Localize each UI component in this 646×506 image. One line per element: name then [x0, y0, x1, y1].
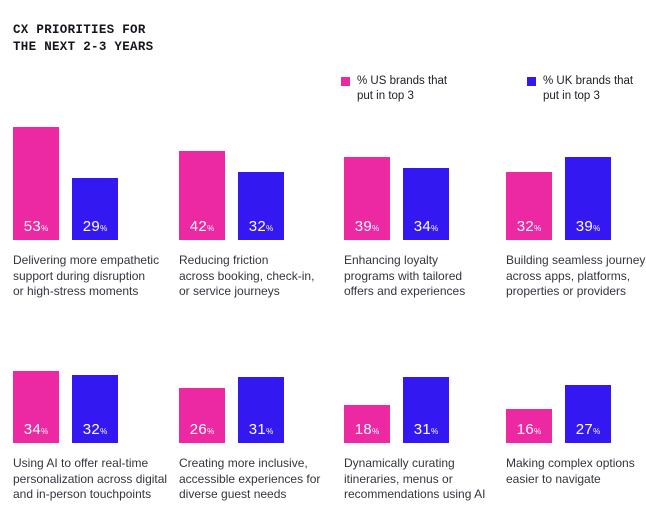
category-label-line: or high-stress moments — [13, 284, 139, 298]
us-bar-value-label: 34% — [23, 421, 49, 438]
category-label: Reducing friction across booking, check-i… — [179, 253, 339, 300]
uk-legend-swatch — [527, 77, 536, 86]
bar-group: 16% 27% Making complex options easier to … — [506, 323, 646, 487]
bar-pair: 18% 31% — [344, 323, 504, 443]
bar-group: 34% 32% Using AI to offer real-time perso… — [13, 323, 173, 503]
category-label-line: diverse guest needs — [179, 487, 287, 501]
category-label-line: Delivering more empathetic — [13, 253, 160, 267]
uk-bar-value-label: 31% — [413, 421, 439, 438]
us-bar: 26% — [179, 388, 225, 443]
uk-bar: 32% — [72, 375, 118, 443]
category-label-line: Making complex options — [506, 456, 635, 470]
us-legend-label: % US brands that put in top 3 — [357, 75, 448, 102]
category-label-line: support during disruption — [13, 268, 146, 283]
us-bar-value-label: 32% — [516, 218, 542, 235]
category-label: Making complex options easier to navigate — [506, 456, 646, 487]
category-label-line: offers and experiences — [344, 284, 466, 298]
bar-group: 18% 31% Dynamically curating itineraries,… — [344, 323, 504, 503]
us-bar-value-label: 16% — [516, 421, 542, 438]
uk-bar: 27% — [565, 385, 611, 443]
uk-bar: 29% — [72, 178, 118, 240]
category-label-line: Using AI to offer real-time — [13, 456, 149, 470]
uk-bar: 39% — [565, 157, 611, 240]
category-label-line: programs with tailored — [344, 268, 463, 283]
category-label: Dynamically curating itineraries, menus o… — [344, 456, 504, 503]
category-label-line: recommendations using AI — [344, 487, 486, 501]
uk-bar: 31% — [238, 377, 284, 443]
uk-bar-value-label: 39% — [575, 218, 601, 235]
uk-bar-value-label: 32% — [82, 421, 108, 438]
category-label-line: Creating more inclusive, — [179, 456, 308, 470]
category-label-line: itineraries, menus or — [344, 471, 453, 486]
us-bar-value-label: 53% — [23, 218, 49, 235]
category-label: Building seamless journeys across apps, p… — [506, 253, 646, 300]
bar-pair: 16% 27% — [506, 323, 646, 443]
bar-group: 26% 31% Creating more inclusive, accessib… — [179, 323, 339, 503]
legend-item-uk: % UK brands that put in top 3 — [527, 74, 633, 104]
us-bar: 34% — [13, 371, 59, 443]
bar-pair: 42% 32% — [179, 120, 339, 240]
uk-bar-value-label: 34% — [413, 218, 439, 235]
bar-group: 39% 34% Enhancing loyalty programs with t… — [344, 120, 504, 300]
us-bar: 42% — [179, 151, 225, 240]
category-label-line: Reducing friction — [179, 253, 269, 267]
chart-title: CX PRIORITIES FOR THE NEXT 2-3 YEARS — [13, 22, 153, 56]
bar-group: 53% 29% Delivering more empathetic suppor… — [13, 120, 173, 300]
us-bar-value-label: 18% — [354, 421, 380, 438]
category-label-line: easier to navigate — [506, 471, 601, 486]
category-label: Creating more inclusive, accessible exper… — [179, 456, 339, 503]
us-legend-swatch — [341, 77, 350, 86]
chart-title-line1: CX PRIORITIES FOR — [13, 23, 146, 37]
us-bar: 39% — [344, 157, 390, 240]
uk-bar: 32% — [238, 172, 284, 240]
bar-pair: 32% 39% — [506, 120, 646, 240]
uk-bar-value-label: 29% — [82, 218, 108, 235]
category-label-line: across booking, check-in, — [179, 268, 315, 283]
category-label-line: properties or providers — [506, 284, 627, 298]
us-bar: 16% — [506, 409, 552, 443]
category-label: Delivering more empathetic support during… — [13, 253, 173, 300]
bar-pair: 34% 32% — [13, 323, 173, 443]
chart-title-line2: THE NEXT 2-3 YEARS — [13, 40, 154, 54]
category-label-line: Dynamically curating — [344, 456, 455, 470]
bar-pair: 39% 34% — [344, 120, 504, 240]
category-label-line: across apps, platforms, — [506, 268, 631, 283]
bar-pair: 53% 29% — [13, 120, 173, 240]
uk-bar-value-label: 27% — [575, 421, 601, 438]
us-bar: 53% — [13, 127, 59, 240]
uk-bar: 31% — [403, 377, 449, 443]
uk-bar: 34% — [403, 168, 449, 240]
us-bar: 18% — [344, 405, 390, 443]
us-bar-value-label: 26% — [189, 421, 215, 438]
category-label-line: or service journeys — [179, 284, 280, 298]
us-bar-value-label: 42% — [189, 218, 215, 235]
bar-pair: 26% 31% — [179, 323, 339, 443]
category-label: Using AI to offer real-time personalizati… — [13, 456, 173, 503]
uk-bar-value-label: 31% — [248, 421, 274, 438]
legend-item-us: % US brands that put in top 3 — [341, 74, 447, 104]
bar-group: 32% 39% Building seamless journeys across… — [506, 120, 646, 300]
uk-legend-label: % UK brands that put in top 3 — [543, 75, 634, 102]
us-bar: 32% — [506, 172, 552, 240]
bar-group: 42% 32% Reducing friction across booking,… — [179, 120, 339, 300]
category-label-line: and in-person touchpoints — [13, 487, 152, 501]
uk-bar-value-label: 32% — [248, 218, 274, 235]
category-label: Enhancing loyalty programs with tailored o… — [344, 253, 504, 300]
category-label-line: Building seamless journeys — [506, 253, 646, 267]
category-label-line: Enhancing loyalty — [344, 253, 439, 267]
category-label-line: accessible experiences for — [179, 471, 321, 486]
us-bar-value-label: 39% — [354, 218, 380, 235]
category-label-line: personalization across digital — [13, 471, 168, 486]
